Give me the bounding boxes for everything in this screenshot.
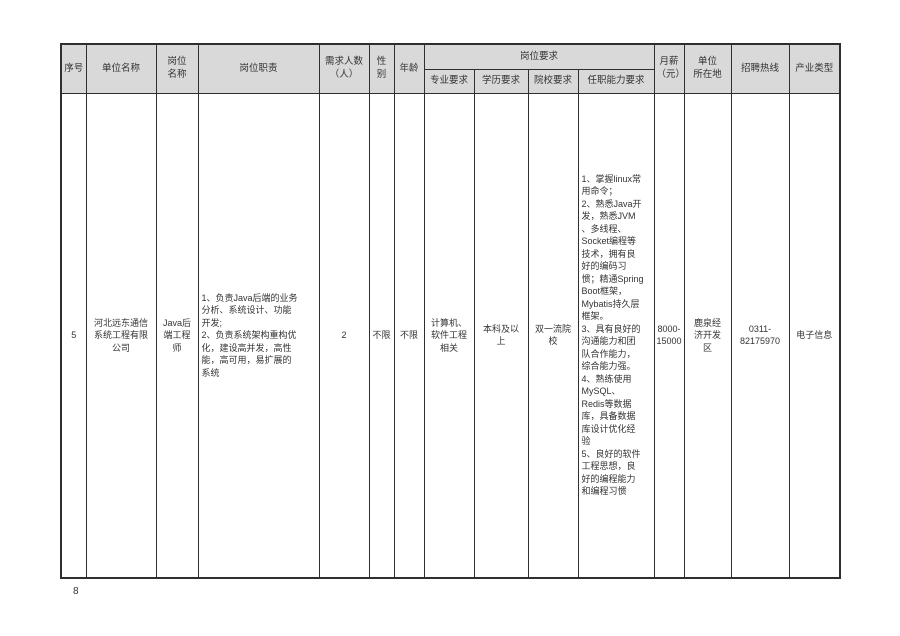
header-seq: 序号 <box>60 43 87 94</box>
cell-age: 不限 <box>393 92 425 579</box>
header-education: 学历要求 <box>473 68 529 94</box>
cell-duties: 1、负责Java后端的业务 分析、系统设计、功能 开发; 2、负责系统架构重构优… <box>197 92 320 579</box>
cell-hotline: 0311- 82175970 <box>730 92 790 579</box>
header-gender: 性 别 <box>368 43 395 94</box>
cell-salary: 8000- 15000 <box>653 92 685 579</box>
header-duties: 岗位职责 <box>197 43 320 94</box>
header-headcount: 需求人数 （人） <box>318 43 370 94</box>
recruitment-table: 序号 单位名称 岗位 名称 岗位职责 需求人数 （人） 性 别 年龄 岗位要求 … <box>60 43 842 579</box>
cell-ability: 1、掌握linux常 用命令； 2、熟悉Java开 发，熟悉JVM 、多线程、 … <box>577 92 655 579</box>
table-row: 5 河北远东通信 系统工程有限 公司 Java后 端工程 师 1、负责Java后… <box>60 92 841 579</box>
header-unit-name: 单位名称 <box>85 43 157 94</box>
header-row-2: 专业要求 学历要求 院校要求 任职能力要求 <box>61 68 840 94</box>
header-hotline: 招聘热线 <box>730 43 790 94</box>
cell-seq: 5 <box>60 92 87 579</box>
header-industry: 产业类型 <box>788 43 841 94</box>
header-school: 院校要求 <box>527 68 579 94</box>
header-position-name: 岗位 名称 <box>155 43 199 94</box>
header-requirements-group: 岗位要求 <box>423 43 655 70</box>
header-salary: 月薪 （元） <box>653 43 685 94</box>
cell-school: 双一流院 校 <box>527 92 579 579</box>
cell-major: 计算机、 软件工程 相关 <box>423 92 475 579</box>
header-major: 专业要求 <box>423 68 475 94</box>
header-row-1: 序号 单位名称 岗位 名称 岗位职责 需求人数 （人） 性 别 年龄 岗位要求 … <box>60 43 841 94</box>
cell-education: 本科及以 上 <box>473 92 529 579</box>
header-location: 单位 所在地 <box>683 43 732 94</box>
cell-gender: 不限 <box>368 92 395 579</box>
header-age: 年龄 <box>393 43 425 94</box>
cell-location: 鹿泉经 济开发 区 <box>683 92 732 579</box>
page-number: 8 <box>73 586 79 597</box>
header-ability: 任职能力要求 <box>577 68 655 94</box>
cell-position-name: Java后 端工程 师 <box>155 92 199 579</box>
cell-headcount: 2 <box>318 92 370 579</box>
cell-industry: 电子信息 <box>788 92 841 579</box>
cell-unit-name: 河北远东通信 系统工程有限 公司 <box>85 92 157 579</box>
